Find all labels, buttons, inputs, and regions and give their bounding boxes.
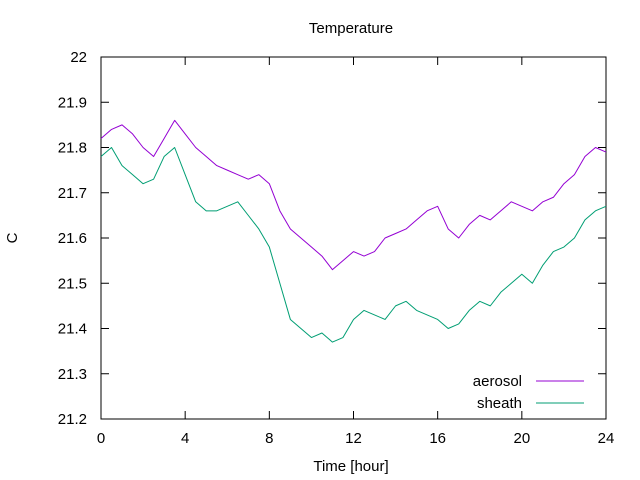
x-tick-label: 20: [513, 430, 530, 447]
x-tick-label: 24: [598, 430, 615, 447]
y-tick-label: 21.7: [58, 185, 87, 202]
x-axis: 0 4 8 12 16 20 24: [97, 57, 615, 447]
plot-border: [100, 56, 607, 420]
y-tick-label: 21.5: [58, 275, 87, 292]
y-tick-label: 21.6: [58, 230, 87, 247]
x-tick-label: 16: [429, 430, 446, 447]
y-axis: 21.2 21.3 21.4 21.5 21.6 21.7 21.8 21.9 22: [58, 49, 606, 428]
series-line-aerosol: [100, 119, 607, 271]
x-tick-label: 0: [97, 430, 105, 447]
series-lines: [100, 119, 607, 343]
y-axis-label: C: [4, 232, 21, 243]
series-line-sheath: [100, 147, 607, 343]
y-tick-label: 21.9: [58, 94, 87, 111]
y-tick-label: 22: [70, 49, 87, 66]
x-axis-label: Time [hour]: [313, 458, 388, 475]
x-tick-label: 4: [181, 430, 189, 447]
chart-title: Temperature: [309, 20, 393, 37]
x-tick-label: 8: [265, 430, 273, 447]
legend-label-sheath: sheath: [477, 395, 522, 412]
legend: aerosol sheath: [473, 373, 584, 412]
x-tick-label: 12: [345, 430, 362, 447]
y-tick-label: 21.4: [58, 321, 87, 338]
y-tick-label: 21.2: [58, 411, 87, 428]
y-tick-label: 21.8: [58, 140, 87, 157]
legend-label-aerosol: aerosol: [473, 373, 522, 390]
plot-frame: [100, 56, 607, 420]
y-tick-label: 21.3: [58, 366, 87, 383]
